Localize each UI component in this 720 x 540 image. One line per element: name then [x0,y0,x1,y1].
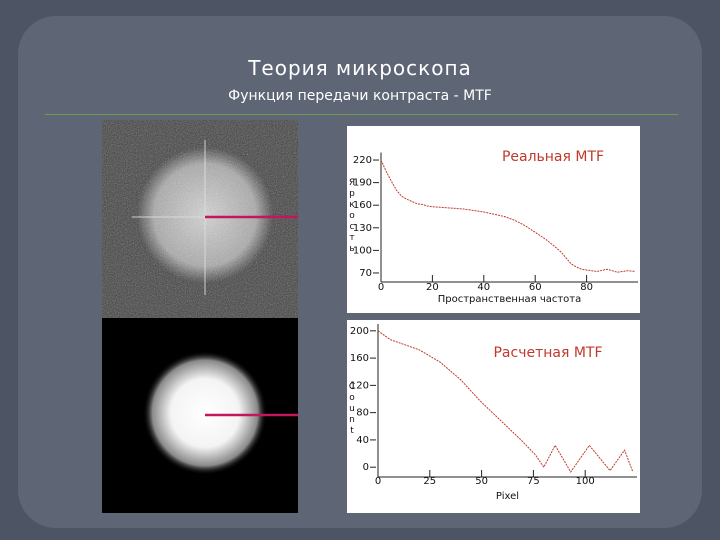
series-label: Расчетная MTF [493,345,602,361]
noise [102,120,298,318]
slide-title: Теория микроскопа [248,56,472,80]
x-tick-label: 0 [378,282,384,293]
x-axis-label: Pixel [496,491,519,502]
y-tick-label: 160 [353,200,372,211]
y-tick-label: 70 [359,268,372,279]
y-axis-label: Count [347,382,357,437]
calc-disk [143,351,267,475]
chart-real: 220 190 160 130 100 70 0 20 40 60 80Пространственн… [347,126,640,313]
x-tick-label: 25 [423,476,436,487]
y-tick-label: 40 [356,435,369,446]
y-tick-label: 0 [363,462,369,473]
fft-images [102,120,298,513]
series-label: Реальная MTF [502,149,604,165]
x-tick-label: 50 [475,476,488,487]
x-tick-label: 40 [477,282,490,293]
x-tick-label: 60 [529,282,542,293]
chart-calc: 200 160 120 80 40 00 25 50 75 100 Pixel Расчетная M… [347,320,640,513]
divider [45,114,678,115]
y-tick-label: 100 [353,245,372,256]
x-tick-label: 75 [527,476,540,487]
y-tick-label: 220 [353,155,372,166]
y-tick-label: 80 [356,408,369,419]
x-tick-label: 100 [576,476,595,487]
x-tick-label: 20 [426,282,439,293]
slide-subtitle: Функция передачи контраста - MTF [228,88,492,104]
y-tick-label: 130 [353,223,372,234]
y-tick-label: 120 [350,380,369,391]
line [380,159,636,273]
x-axis-label: Пространственная частота [438,294,582,305]
y-tick-label: 190 [353,178,372,189]
y-axis-label: Яркость [347,178,357,255]
x-tick-label: 80 [580,282,593,293]
x-tick-label: 0 [375,476,381,487]
line [377,330,634,473]
y-tick-label: 200 [350,326,369,337]
y-tick-label: 160 [350,353,369,364]
